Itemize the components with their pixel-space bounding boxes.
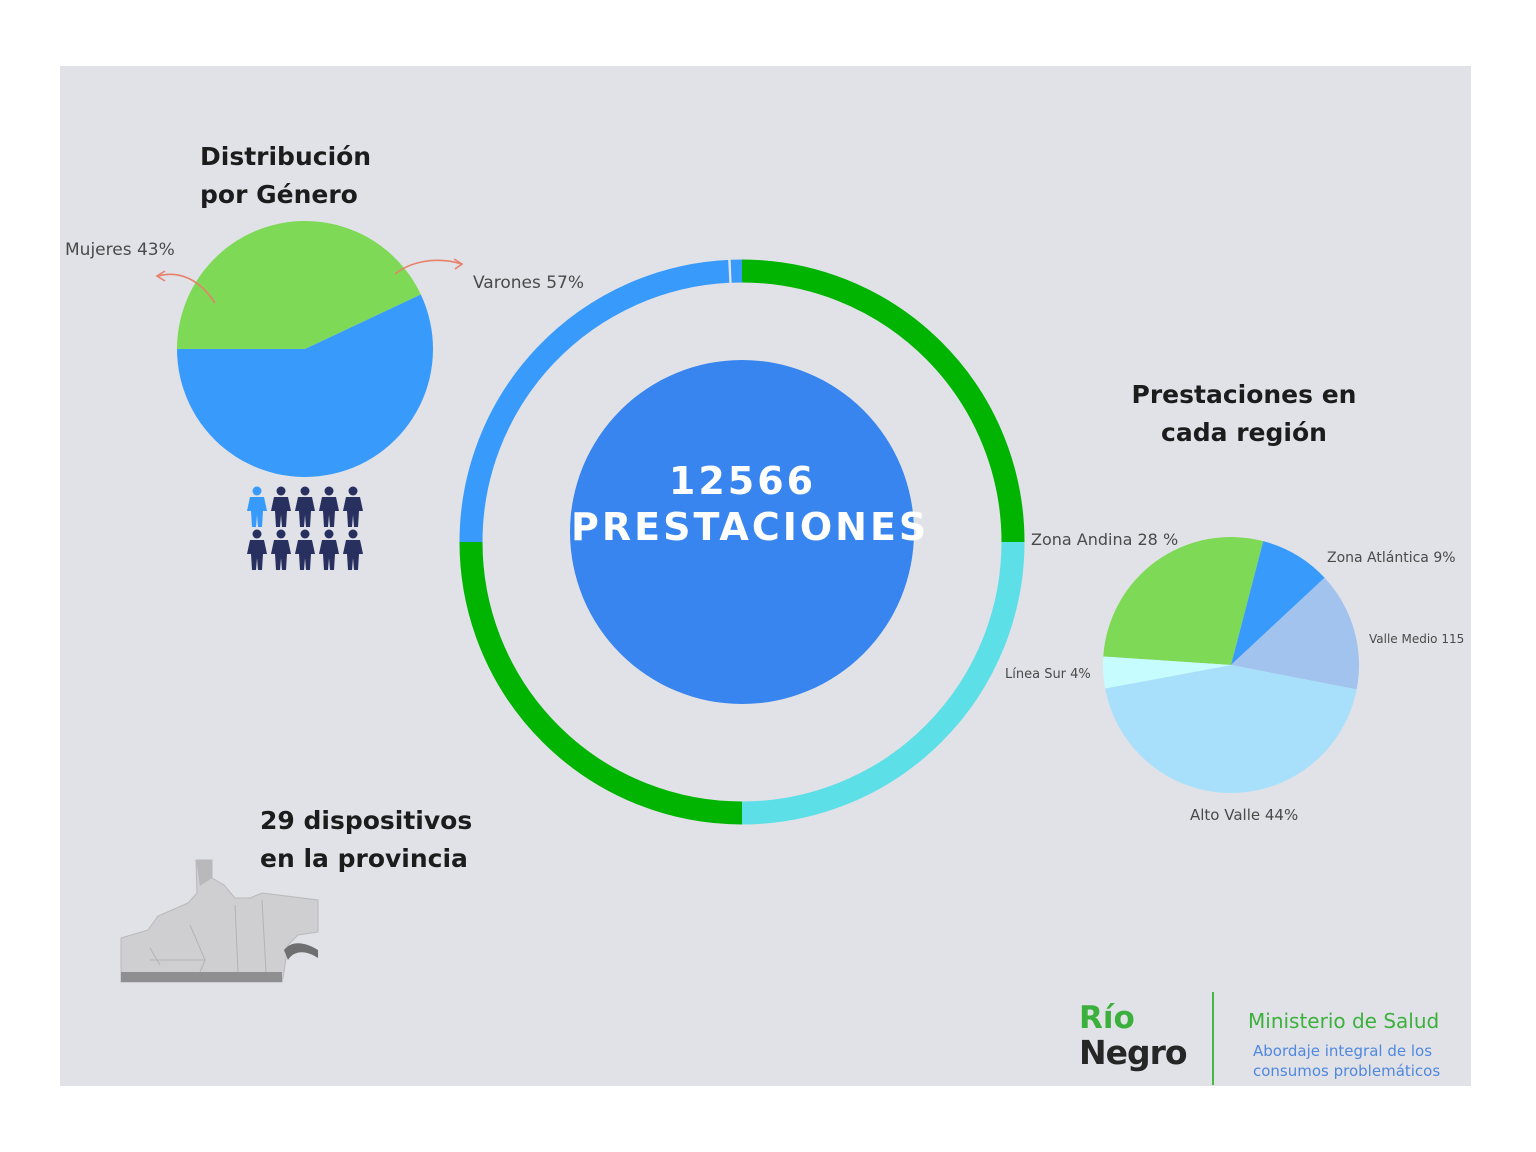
ring-segment-bottom-right	[741, 541, 1025, 825]
label-varones: Varones 57%	[473, 273, 585, 293]
region-slice-alto-valle	[1105, 665, 1357, 793]
ring-segment-top-right	[741, 259, 1025, 543]
label-linea-sur: Línea Sur 4%	[1005, 667, 1091, 682]
varones-arrow	[394, 258, 464, 275]
center-label: 12566 PRESTACIONES	[571, 458, 930, 550]
total-unit: PRESTACIONES	[571, 505, 930, 549]
regions-title-line-2: cada región	[1161, 418, 1327, 447]
devices-title-line-2: en la provincia	[260, 844, 468, 873]
label-alto-valle: Alto Valle 44%	[1190, 806, 1299, 824]
ministry-name: Ministerio de Salud	[1248, 1009, 1440, 1033]
gender-title: Distribución por Género	[200, 138, 371, 214]
person-icon	[319, 486, 339, 527]
devices-title-line-1: 29 dispositivos	[260, 806, 473, 835]
ministry-subtitle-line-1: Abordaje integral de los	[1253, 1042, 1433, 1060]
ring-segment-bottom-left	[459, 541, 743, 825]
region-pie-chart	[1103, 537, 1359, 793]
center-ring	[459, 259, 1025, 825]
label-zona-atlantica: Zona Atlántica 9%	[1327, 550, 1456, 566]
person-icon	[271, 486, 291, 527]
regions-title-line-1: Prestaciones en	[1131, 380, 1357, 409]
gender-title-line-1: Distribución	[200, 142, 372, 171]
gender-slice-mujeres	[177, 221, 421, 349]
region-slice-valle-medio	[1231, 577, 1359, 690]
logo-rio: Río	[1079, 1000, 1135, 1036]
person-icon	[271, 529, 291, 570]
logo-divider	[1212, 992, 1214, 1085]
region-slice-l-nea-sur	[1103, 656, 1231, 689]
person-icon	[295, 529, 315, 570]
ministry-subtitle-line-2: consumos problemáticos	[1253, 1062, 1441, 1080]
person-icon	[247, 529, 267, 570]
person-icon	[247, 486, 267, 527]
label-zona-andina: Zona Andina 28 %	[1031, 530, 1179, 549]
gender-pie-chart	[177, 221, 434, 478]
ring-segment-top-left	[459, 259, 730, 543]
person-icon	[343, 529, 363, 570]
total-count: 12566	[668, 459, 817, 503]
logo-negro: Negro	[1079, 1033, 1188, 1072]
people-icons	[247, 486, 363, 570]
label-mujeres: Mujeres 43%	[65, 240, 175, 260]
center-circle	[570, 360, 914, 704]
region-slice-zona-atl-ntica	[1231, 541, 1325, 665]
label-valle-medio: Valle Medio 115	[1369, 632, 1465, 646]
province-map-icon	[120, 859, 319, 983]
person-icon	[319, 529, 339, 570]
gender-slice-varones	[177, 294, 434, 478]
region-slice-zona-andina	[1103, 537, 1264, 665]
mujeres-arrow	[155, 270, 216, 304]
person-icon	[343, 486, 363, 527]
person-icon	[295, 486, 315, 527]
ministry-subtitle: Abordaje integral de los consumos proble…	[1253, 1041, 1440, 1081]
gender-title-line-2: por Género	[200, 180, 358, 209]
regions-title: Prestaciones en cada región	[1124, 376, 1364, 452]
devices-title: 29 dispositivos en la provincia	[260, 802, 472, 878]
